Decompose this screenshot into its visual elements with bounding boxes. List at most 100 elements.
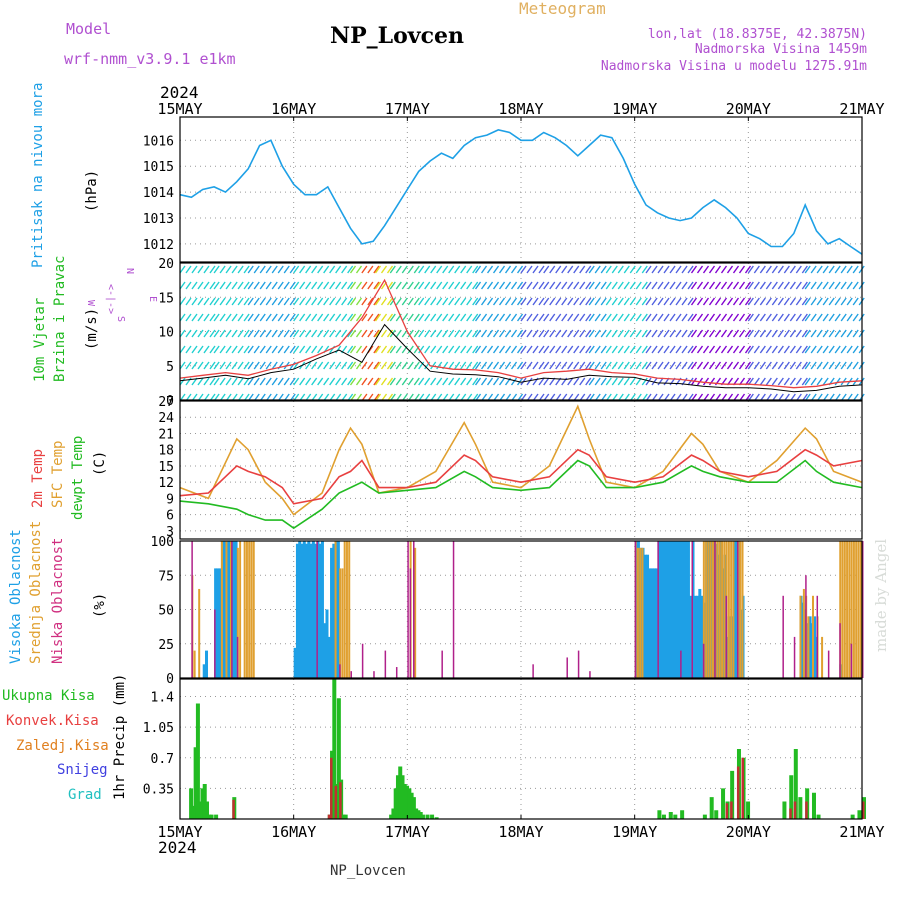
wind-barb (243, 297, 250, 306)
mid-cloud-bar (852, 541, 855, 678)
sfc-temp-line (179, 404, 863, 516)
wind-barb (579, 297, 586, 306)
wind-barb (783, 313, 790, 322)
wind-barb (635, 329, 642, 338)
wind-barb (526, 265, 533, 274)
wind-barb (708, 361, 716, 370)
wind-barb (361, 313, 368, 322)
wind-barb (594, 297, 601, 306)
wind-barb (367, 281, 374, 290)
mid-cloud-bar (811, 595, 814, 678)
wind-barb (289, 345, 296, 354)
wind-barb (555, 297, 562, 306)
wind-barb (573, 265, 580, 274)
total-precip-bar (730, 770, 735, 819)
wind-barb (669, 345, 676, 354)
wind-barb (840, 329, 847, 338)
wind-barb (203, 329, 210, 338)
wind-barb (367, 377, 374, 386)
wind-barb (840, 297, 847, 306)
wind-barb (651, 329, 658, 338)
total-precip-bar (402, 784, 407, 819)
wind-barb (203, 297, 210, 306)
wind-barb (605, 313, 612, 322)
wind-barb (744, 265, 752, 274)
svg-text:1hr Precip (mm): 1hr Precip (mm) (112, 674, 128, 800)
wind-barb (714, 297, 722, 306)
wind-barb (810, 313, 817, 322)
wind-barb (311, 313, 318, 322)
wind-barb (341, 313, 348, 322)
high-cloud-bar (671, 541, 675, 678)
wind-barb (474, 345, 482, 354)
wind-barb (454, 281, 461, 290)
wind-barb (783, 361, 790, 370)
wind-barb (277, 329, 284, 338)
wind-barb (783, 281, 790, 290)
wind-barb (732, 329, 740, 338)
high-cloud-bar (675, 541, 679, 678)
wind-barb (367, 265, 374, 274)
wind-barb (492, 329, 500, 338)
wind-barb (567, 361, 574, 370)
wind-barb (510, 345, 518, 354)
wind-barb (726, 313, 734, 322)
wind-barb (231, 361, 238, 370)
mid-cloud-bar (859, 541, 862, 678)
wind-barb (532, 313, 539, 322)
wind-barb (611, 313, 618, 322)
wind-barb (538, 281, 545, 290)
wind-barb (555, 265, 562, 274)
high-cloud-bar (311, 541, 315, 678)
wind-barb (243, 345, 250, 354)
wind-barb (466, 329, 473, 338)
wind-barb (243, 313, 250, 322)
wind-barb (708, 297, 716, 306)
mid-cloud-bar (732, 541, 735, 678)
wind-barb (213, 361, 220, 370)
wind-barb (430, 345, 437, 354)
wind-barb (588, 313, 595, 322)
wind-barb (804, 297, 811, 306)
low-cloud-bar (441, 650, 443, 678)
wind-barb (486, 345, 494, 354)
wind-barb (185, 361, 192, 370)
mid-cloud-bar (702, 541, 705, 678)
wind-barb (840, 345, 847, 354)
high-cloud-bar (664, 541, 668, 678)
wind-barb (526, 281, 533, 290)
wind-barb (386, 297, 394, 306)
wind-barb (436, 313, 443, 322)
wind-barb (747, 265, 754, 274)
wind-barb (486, 281, 494, 290)
total-precip-bar (193, 747, 198, 819)
wind-barb (407, 361, 414, 370)
wind-barb (225, 377, 232, 386)
wind-barb (323, 313, 330, 322)
wind-barb (549, 281, 556, 290)
high-cloud-bar (682, 541, 686, 678)
wind-barb (283, 297, 290, 306)
wind-barb (510, 265, 518, 274)
wind-barb (702, 377, 710, 386)
wind-barb (645, 361, 652, 370)
wind-barb (795, 361, 802, 370)
wind-barb (498, 377, 506, 386)
total-precip-bar (389, 814, 394, 819)
wind-barb (413, 377, 420, 386)
wind-barb (460, 345, 467, 354)
wind-barb (436, 345, 443, 354)
wind-barb (349, 377, 357, 386)
mid-cloud-bar (250, 541, 253, 678)
wind-barb (466, 313, 473, 322)
wind-barb (783, 297, 790, 306)
x-tick-label-bottom: 17MAY (385, 823, 430, 841)
wind-barb (714, 329, 722, 338)
wind-barb (852, 265, 859, 274)
high-cloud-bar (216, 568, 220, 678)
wind-barb (617, 329, 624, 338)
wind-barb (532, 297, 539, 306)
wind-barb (283, 265, 290, 274)
wind-barb (846, 297, 853, 306)
wind-barb (690, 345, 698, 354)
